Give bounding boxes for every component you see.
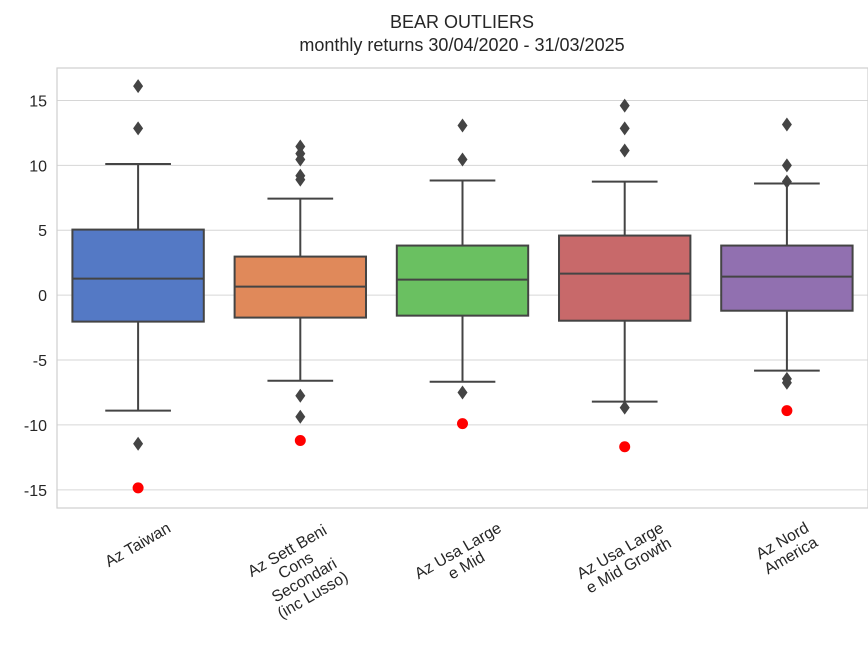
chart-title: BEAR OUTLIERS — [390, 12, 534, 32]
bear-outlier — [294, 435, 306, 447]
outlier — [295, 139, 306, 154]
outlier — [133, 79, 144, 94]
outlier — [619, 98, 630, 113]
box — [395, 244, 530, 317]
bear-outlier — [132, 482, 144, 494]
box — [71, 228, 205, 323]
outlier — [295, 388, 306, 403]
y-tick-label: 5 — [38, 223, 47, 240]
outlier — [781, 117, 792, 132]
x-tick-label: Az Usa Largee Mid — [412, 520, 513, 598]
outlier — [295, 409, 306, 424]
outlier — [295, 172, 306, 187]
bear-outlier — [457, 418, 468, 430]
box — [720, 244, 854, 312]
x-tick-group: Az Sett BeniConsSecondari(inc Lusso) — [245, 522, 355, 625]
outlier — [133, 436, 144, 451]
x-tick-label: Az Taiwan — [102, 520, 173, 571]
outlier — [781, 375, 792, 390]
plot-frame — [56, 67, 868, 509]
chart-subtitle: monthly returns 30/04/2020 - 31/03/2025 — [299, 35, 624, 55]
y-tick-label: -5 — [33, 353, 47, 370]
box — [558, 234, 692, 322]
outlier — [133, 121, 144, 136]
outlier — [457, 118, 468, 133]
y-tick-label: -10 — [24, 418, 47, 435]
bear-outlier — [619, 441, 631, 453]
outlier — [295, 152, 306, 167]
outlier — [619, 143, 630, 158]
x-tick-label: Az NordAmerica — [753, 519, 821, 578]
outlier — [457, 152, 468, 167]
bear-outlier — [781, 405, 793, 417]
outlier — [619, 400, 630, 415]
y-tick-label: 15 — [29, 93, 47, 110]
x-tick-group: Az NordAmerica — [753, 519, 821, 579]
x-tick-group: Az Taiwan — [102, 520, 173, 571]
y-tick-label: -15 — [24, 483, 47, 500]
x-tick-label: Az Usa Largee Mid Growth — [574, 520, 675, 598]
outlier — [781, 158, 792, 173]
y-tick-label: 10 — [29, 158, 47, 175]
x-tick-group: Az Usa Largee Mid Growth — [574, 520, 675, 598]
x-tick-label: Az Sett BeniConsSecondari(inc Lusso) — [245, 522, 355, 625]
outlier — [619, 121, 630, 136]
outlier — [781, 174, 792, 189]
y-tick-label: 0 — [38, 288, 47, 305]
x-tick-group: Az Usa Largee Mid — [412, 520, 513, 598]
outlier — [457, 385, 468, 400]
